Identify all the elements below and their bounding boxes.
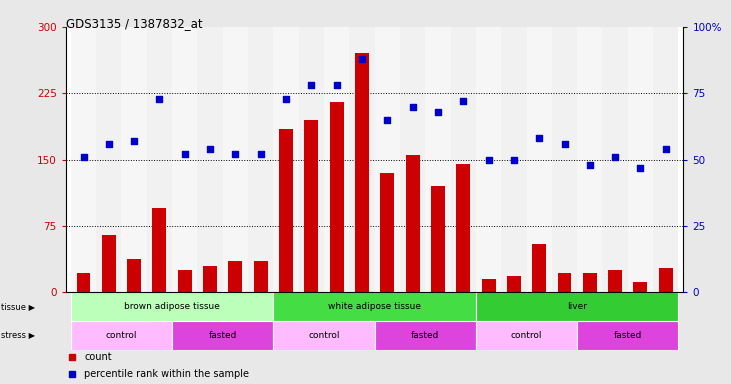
Bar — [102, 235, 115, 292]
Bar — [197, 27, 223, 292]
Text: control: control — [308, 331, 340, 340]
Bar — [476, 292, 678, 321]
Text: control: control — [106, 331, 137, 340]
Point — [280, 96, 292, 102]
Bar — [482, 279, 496, 292]
Bar — [476, 321, 577, 349]
Bar — [602, 27, 628, 292]
Bar — [273, 292, 476, 321]
Bar — [532, 244, 546, 292]
Bar — [501, 27, 526, 292]
Point — [382, 117, 393, 123]
Bar — [330, 102, 344, 292]
Bar — [273, 27, 299, 292]
Text: fasted: fasted — [613, 331, 642, 340]
Bar — [507, 276, 520, 292]
Bar — [380, 173, 394, 292]
Point — [458, 98, 469, 104]
Point — [154, 96, 165, 102]
Bar — [127, 259, 141, 292]
Bar — [628, 27, 653, 292]
Bar — [71, 27, 96, 292]
Point — [230, 151, 241, 157]
Bar — [450, 27, 476, 292]
Text: fasted: fasted — [411, 331, 439, 340]
Bar — [71, 321, 172, 349]
Text: brown adipose tissue: brown adipose tissue — [124, 302, 220, 311]
Point — [306, 82, 317, 88]
Bar — [172, 27, 197, 292]
Bar — [304, 120, 318, 292]
Text: percentile rank within the sample: percentile rank within the sample — [84, 369, 249, 379]
Bar — [279, 129, 293, 292]
Bar — [653, 27, 678, 292]
Text: GDS3135 / 1387832_at: GDS3135 / 1387832_at — [66, 17, 202, 30]
Text: control: control — [511, 331, 542, 340]
Bar — [552, 27, 577, 292]
Point — [584, 162, 596, 168]
Bar — [583, 273, 596, 292]
Point — [77, 154, 89, 160]
Point — [406, 103, 418, 109]
Bar — [178, 270, 192, 292]
Point — [482, 157, 494, 163]
Bar — [406, 155, 420, 292]
Point — [331, 82, 343, 88]
Point — [255, 151, 267, 157]
Point — [179, 151, 191, 157]
Bar — [375, 321, 476, 349]
Point — [558, 141, 570, 147]
Point — [103, 141, 115, 147]
Bar — [77, 273, 91, 292]
Bar — [172, 321, 273, 349]
Bar — [71, 292, 273, 321]
Bar — [526, 27, 552, 292]
Point — [635, 164, 646, 170]
Bar — [431, 186, 445, 292]
Text: liver: liver — [567, 302, 587, 311]
Bar — [299, 27, 324, 292]
Bar — [476, 27, 501, 292]
Text: tissue ▶: tissue ▶ — [1, 302, 36, 311]
Bar — [608, 270, 622, 292]
Bar — [229, 262, 243, 292]
Bar — [558, 273, 572, 292]
Bar — [659, 268, 673, 292]
Text: fasted: fasted — [208, 331, 237, 340]
Bar — [147, 27, 172, 292]
Bar — [223, 27, 248, 292]
Bar — [349, 27, 374, 292]
Bar — [203, 266, 217, 292]
Bar — [96, 27, 121, 292]
Bar — [153, 208, 167, 292]
Point — [609, 154, 621, 160]
Point — [129, 138, 140, 144]
Bar — [634, 282, 648, 292]
Bar — [355, 53, 369, 292]
Bar — [248, 27, 273, 292]
Bar — [456, 164, 470, 292]
Text: count: count — [84, 352, 112, 362]
Text: stress ▶: stress ▶ — [1, 331, 36, 340]
Point — [508, 157, 520, 163]
Point — [432, 109, 444, 115]
Bar — [577, 27, 602, 292]
Point — [204, 146, 216, 152]
Point — [356, 56, 368, 62]
Point — [660, 146, 672, 152]
Bar — [577, 321, 678, 349]
Bar — [425, 27, 450, 292]
Bar — [121, 27, 147, 292]
Bar — [400, 27, 425, 292]
Bar — [324, 27, 349, 292]
Point — [534, 135, 545, 141]
Bar — [254, 262, 268, 292]
Text: white adipose tissue: white adipose tissue — [328, 302, 421, 311]
Bar — [273, 321, 375, 349]
Bar — [375, 27, 400, 292]
